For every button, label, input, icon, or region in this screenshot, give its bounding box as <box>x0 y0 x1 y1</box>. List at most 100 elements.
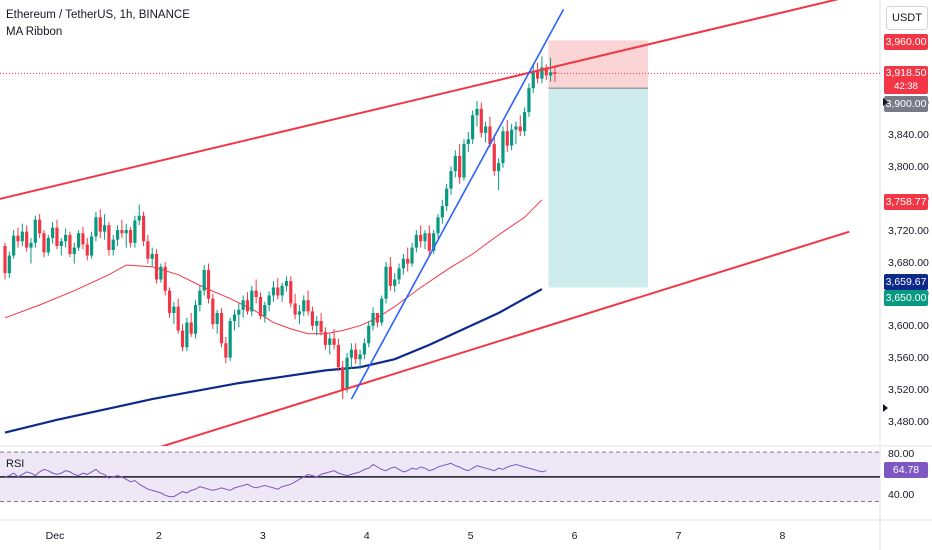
candle-body <box>29 242 33 248</box>
candle-body <box>64 234 68 242</box>
candle-body <box>401 258 405 269</box>
x-tick-label: 6 <box>571 530 578 542</box>
candle-body <box>215 312 219 325</box>
candle-body <box>492 143 496 172</box>
position-zones <box>548 40 649 288</box>
channel-lower-line <box>159 230 850 446</box>
candle-body <box>406 258 410 264</box>
candle-body <box>7 255 11 274</box>
candle-body <box>176 306 180 331</box>
candle-body <box>310 311 315 326</box>
rsi-value-label: 64.78 <box>884 462 928 478</box>
candle-body <box>445 188 449 207</box>
candle-body <box>440 206 444 218</box>
x-tick-label: 3 <box>259 530 266 542</box>
currency-button[interactable]: USDT <box>886 6 928 30</box>
candle-body <box>544 67 548 76</box>
candle-body <box>263 305 267 317</box>
candle-body <box>518 126 522 132</box>
candle-body <box>341 367 345 390</box>
take-profit-zone <box>548 88 649 288</box>
candle-body <box>488 126 492 144</box>
candle-body <box>128 230 133 243</box>
candle-body <box>20 231 24 242</box>
candle-body <box>90 236 94 256</box>
candle-body <box>336 344 341 368</box>
symbol-title: Ethereum / TetherUS, 1h, BINANCE <box>6 9 190 21</box>
indicator-label[interactable]: MA Ribbon <box>6 26 63 38</box>
candle-body <box>159 266 163 280</box>
candle-body <box>315 320 319 326</box>
candle-body <box>384 266 388 299</box>
candle-body <box>180 330 185 348</box>
candle-body <box>380 298 384 323</box>
candle-body <box>414 234 418 248</box>
x-tick-label: 5 <box>467 530 474 542</box>
candle-body <box>120 230 124 234</box>
ma-slow-line <box>4 288 543 434</box>
candle-body <box>284 281 289 286</box>
candle-body <box>432 233 436 251</box>
candle-body <box>397 268 401 280</box>
current-price-label: 3,918.50 42:38 <box>884 66 928 94</box>
candle-body <box>232 314 237 321</box>
candle-body <box>540 67 544 79</box>
trendline <box>350 8 565 400</box>
candle-body <box>479 108 483 133</box>
candle-body <box>163 266 167 291</box>
candle-body <box>462 143 466 178</box>
indicator-lines <box>0 72 880 434</box>
candle-body <box>98 217 102 232</box>
candle-body <box>358 354 362 360</box>
candle-body <box>510 129 514 146</box>
candle-body <box>141 215 146 242</box>
rsi-lower-level-label: 40.00 <box>888 489 915 501</box>
candle-body <box>362 343 366 355</box>
y-tick-label: 3,560.00 <box>888 352 929 365</box>
candle-body <box>523 112 527 132</box>
candle-body <box>254 290 258 298</box>
channel-upper-line <box>0 0 839 200</box>
candle-body <box>449 171 453 189</box>
candle-body <box>102 225 107 232</box>
drawings <box>0 0 850 446</box>
candle-body <box>306 300 310 312</box>
candle-body <box>501 131 505 164</box>
candle-body <box>25 231 29 248</box>
candle-body <box>276 287 280 296</box>
candle-body <box>137 215 141 221</box>
candle-body <box>12 235 16 256</box>
candle-body <box>332 338 336 345</box>
rsi-title[interactable]: RSI <box>6 458 25 470</box>
ma-fast-line <box>4 199 543 335</box>
candle-body <box>51 227 55 239</box>
candle-body <box>77 233 81 248</box>
candle-body <box>531 70 535 89</box>
candle-body <box>302 300 306 312</box>
candle-body <box>484 126 488 133</box>
x-tick-label: 4 <box>363 530 370 542</box>
candle-body <box>42 233 46 253</box>
candle-body <box>55 227 59 247</box>
candle-body <box>38 219 42 234</box>
candle-body <box>94 217 98 237</box>
x-tick-label: Dec <box>45 530 65 542</box>
candle-body <box>497 163 501 172</box>
candle-body <box>514 126 518 130</box>
target-price-label: 3,650.00 <box>884 290 928 306</box>
candle-body <box>475 108 479 116</box>
candle-body <box>371 312 375 326</box>
candle-body <box>410 247 414 264</box>
scroll-marker-icon <box>883 404 888 412</box>
candle-body <box>146 241 150 259</box>
y-tick-label: 3,720.00 <box>888 224 929 237</box>
candle-body <box>206 269 211 299</box>
candle-body <box>553 72 557 74</box>
candle-body <box>388 266 392 286</box>
candle-body <box>3 246 7 274</box>
candle-body <box>245 300 250 312</box>
entry-price-label: 3,900.00 <box>884 96 928 112</box>
candle-body <box>367 325 371 344</box>
candle-body <box>505 131 509 146</box>
